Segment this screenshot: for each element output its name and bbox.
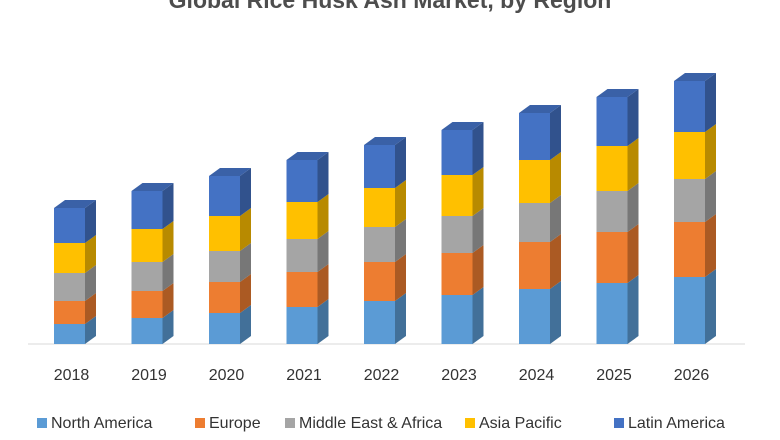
bar-segment-asia-pacific-2020 <box>209 208 251 251</box>
bar-segment-latin-america-2020 <box>209 168 251 216</box>
bars-layer <box>54 73 716 344</box>
bar-stack-2021 <box>286 152 329 344</box>
bar-segment-middle-east-africa-2021 <box>286 231 329 272</box>
bar-stack-2026 <box>674 73 716 344</box>
bar-segment-asia-pacific-2024 <box>519 152 561 203</box>
bar-segment-middle-east-africa-2023 <box>441 208 484 253</box>
bar-segment-asia-pacific-2023 <box>441 167 484 216</box>
x-tick-labels: 2018 2019 2020 2021 2022 2023 2024 2025 2026 <box>54 367 710 384</box>
bar-segment-asia-pacific-2019 <box>131 221 174 262</box>
bar-segment-north-america-2026 <box>674 269 716 344</box>
legend-label-latin-america: Latin America <box>628 415 725 432</box>
bar-segment-north-america-2020 <box>209 305 251 344</box>
bar-stack-2023 <box>441 122 484 344</box>
chart-title: Global Rice Husk Ash Market, by Region <box>168 0 612 13</box>
legend-label-north-america: North America <box>51 415 152 432</box>
legend-item-latin-america: Latin America <box>614 415 725 432</box>
legend-item-north-america: North America <box>37 415 152 432</box>
bar-stack-2025 <box>596 89 639 344</box>
bar-segment-europe-2020 <box>209 274 251 313</box>
bar-segment-europe-2026 <box>674 214 716 277</box>
bar-stack-2019 <box>131 183 174 344</box>
bar-segment-asia-pacific-2025 <box>596 138 639 191</box>
x-tick-label-2022: 2022 <box>364 367 400 384</box>
legend-swatch-asia-pacific <box>465 418 475 428</box>
x-tick-label-2024: 2024 <box>519 367 555 384</box>
bar-segment-north-america-2023 <box>441 287 484 344</box>
legend-swatch-middle-east-africa <box>285 418 295 428</box>
bar-segment-asia-pacific-2018 <box>54 235 96 273</box>
legend-swatch-north-america <box>37 418 47 428</box>
bar-segment-europe-2021 <box>286 264 329 307</box>
bar-segment-latin-america-2023 <box>441 122 484 175</box>
bar-segment-europe-2018 <box>54 293 96 324</box>
x-tick-label-2023: 2023 <box>441 367 477 384</box>
bar-segment-latin-america-2025 <box>596 89 639 146</box>
x-tick-label-2025: 2025 <box>596 367 632 384</box>
bar-segment-latin-america-2024 <box>519 105 561 160</box>
bar-segment-europe-2022 <box>364 254 406 301</box>
legend-label-europe: Europe <box>209 415 261 432</box>
bar-stack-2018 <box>54 200 96 344</box>
bar-segment-north-america-2018 <box>54 316 96 344</box>
bar-segment-europe-2019 <box>131 283 174 318</box>
bar-segment-middle-east-africa-2025 <box>596 183 639 232</box>
bar-segment-middle-east-africa-2020 <box>209 243 251 282</box>
bar-segment-latin-america-2021 <box>286 152 329 202</box>
bar-segment-asia-pacific-2022 <box>364 180 406 227</box>
bar-segment-north-america-2021 <box>286 299 329 344</box>
bar-stack-2022 <box>364 137 406 344</box>
bar-segment-latin-america-2026 <box>674 73 716 132</box>
bar-segment-middle-east-africa-2018 <box>54 265 96 301</box>
x-tick-label-2026: 2026 <box>674 367 710 384</box>
legend-label-asia-pacific: Asia Pacific <box>479 415 562 432</box>
bar-segment-north-america-2022 <box>364 293 406 344</box>
bar-segment-north-america-2019 <box>131 310 174 344</box>
bar-segment-latin-america-2019 <box>131 183 174 229</box>
legend-item-europe: Europe <box>195 415 261 432</box>
x-tick-label-2019: 2019 <box>131 367 167 384</box>
bar-segment-latin-america-2018 <box>54 200 96 243</box>
bar-segment-europe-2023 <box>441 245 484 295</box>
bar-segment-middle-east-africa-2022 <box>364 219 406 262</box>
bar-segment-middle-east-africa-2024 <box>519 195 561 242</box>
bar-segment-north-america-2024 <box>519 281 561 344</box>
x-tick-label-2021: 2021 <box>286 367 322 384</box>
bar-segment-europe-2024 <box>519 234 561 289</box>
bar-segment-middle-east-africa-2026 <box>674 171 716 222</box>
bar-segment-middle-east-africa-2019 <box>131 254 174 291</box>
bar-segment-north-america-2025 <box>596 275 639 344</box>
bar-segment-europe-2025 <box>596 224 639 283</box>
bar-stack-2024 <box>519 105 561 344</box>
legend-swatch-latin-america <box>614 418 624 428</box>
legend-swatch-europe <box>195 418 205 428</box>
x-tick-label-2020: 2020 <box>209 367 245 384</box>
legend-item-asia-pacific: Asia Pacific <box>465 415 562 432</box>
bar-segment-asia-pacific-2021 <box>286 194 329 239</box>
legend-item-middle-east-africa: Middle East & Africa <box>285 415 442 432</box>
bar-stack-2020 <box>209 168 251 344</box>
legend: North America Europe Middle East & Africa A… <box>37 415 725 432</box>
bar-segment-latin-america-2022 <box>364 137 406 188</box>
x-tick-label-2018: 2018 <box>54 367 90 384</box>
bar-segment-asia-pacific-2026 <box>674 124 716 179</box>
legend-label-middle-east-africa: Middle East & Africa <box>299 415 442 432</box>
